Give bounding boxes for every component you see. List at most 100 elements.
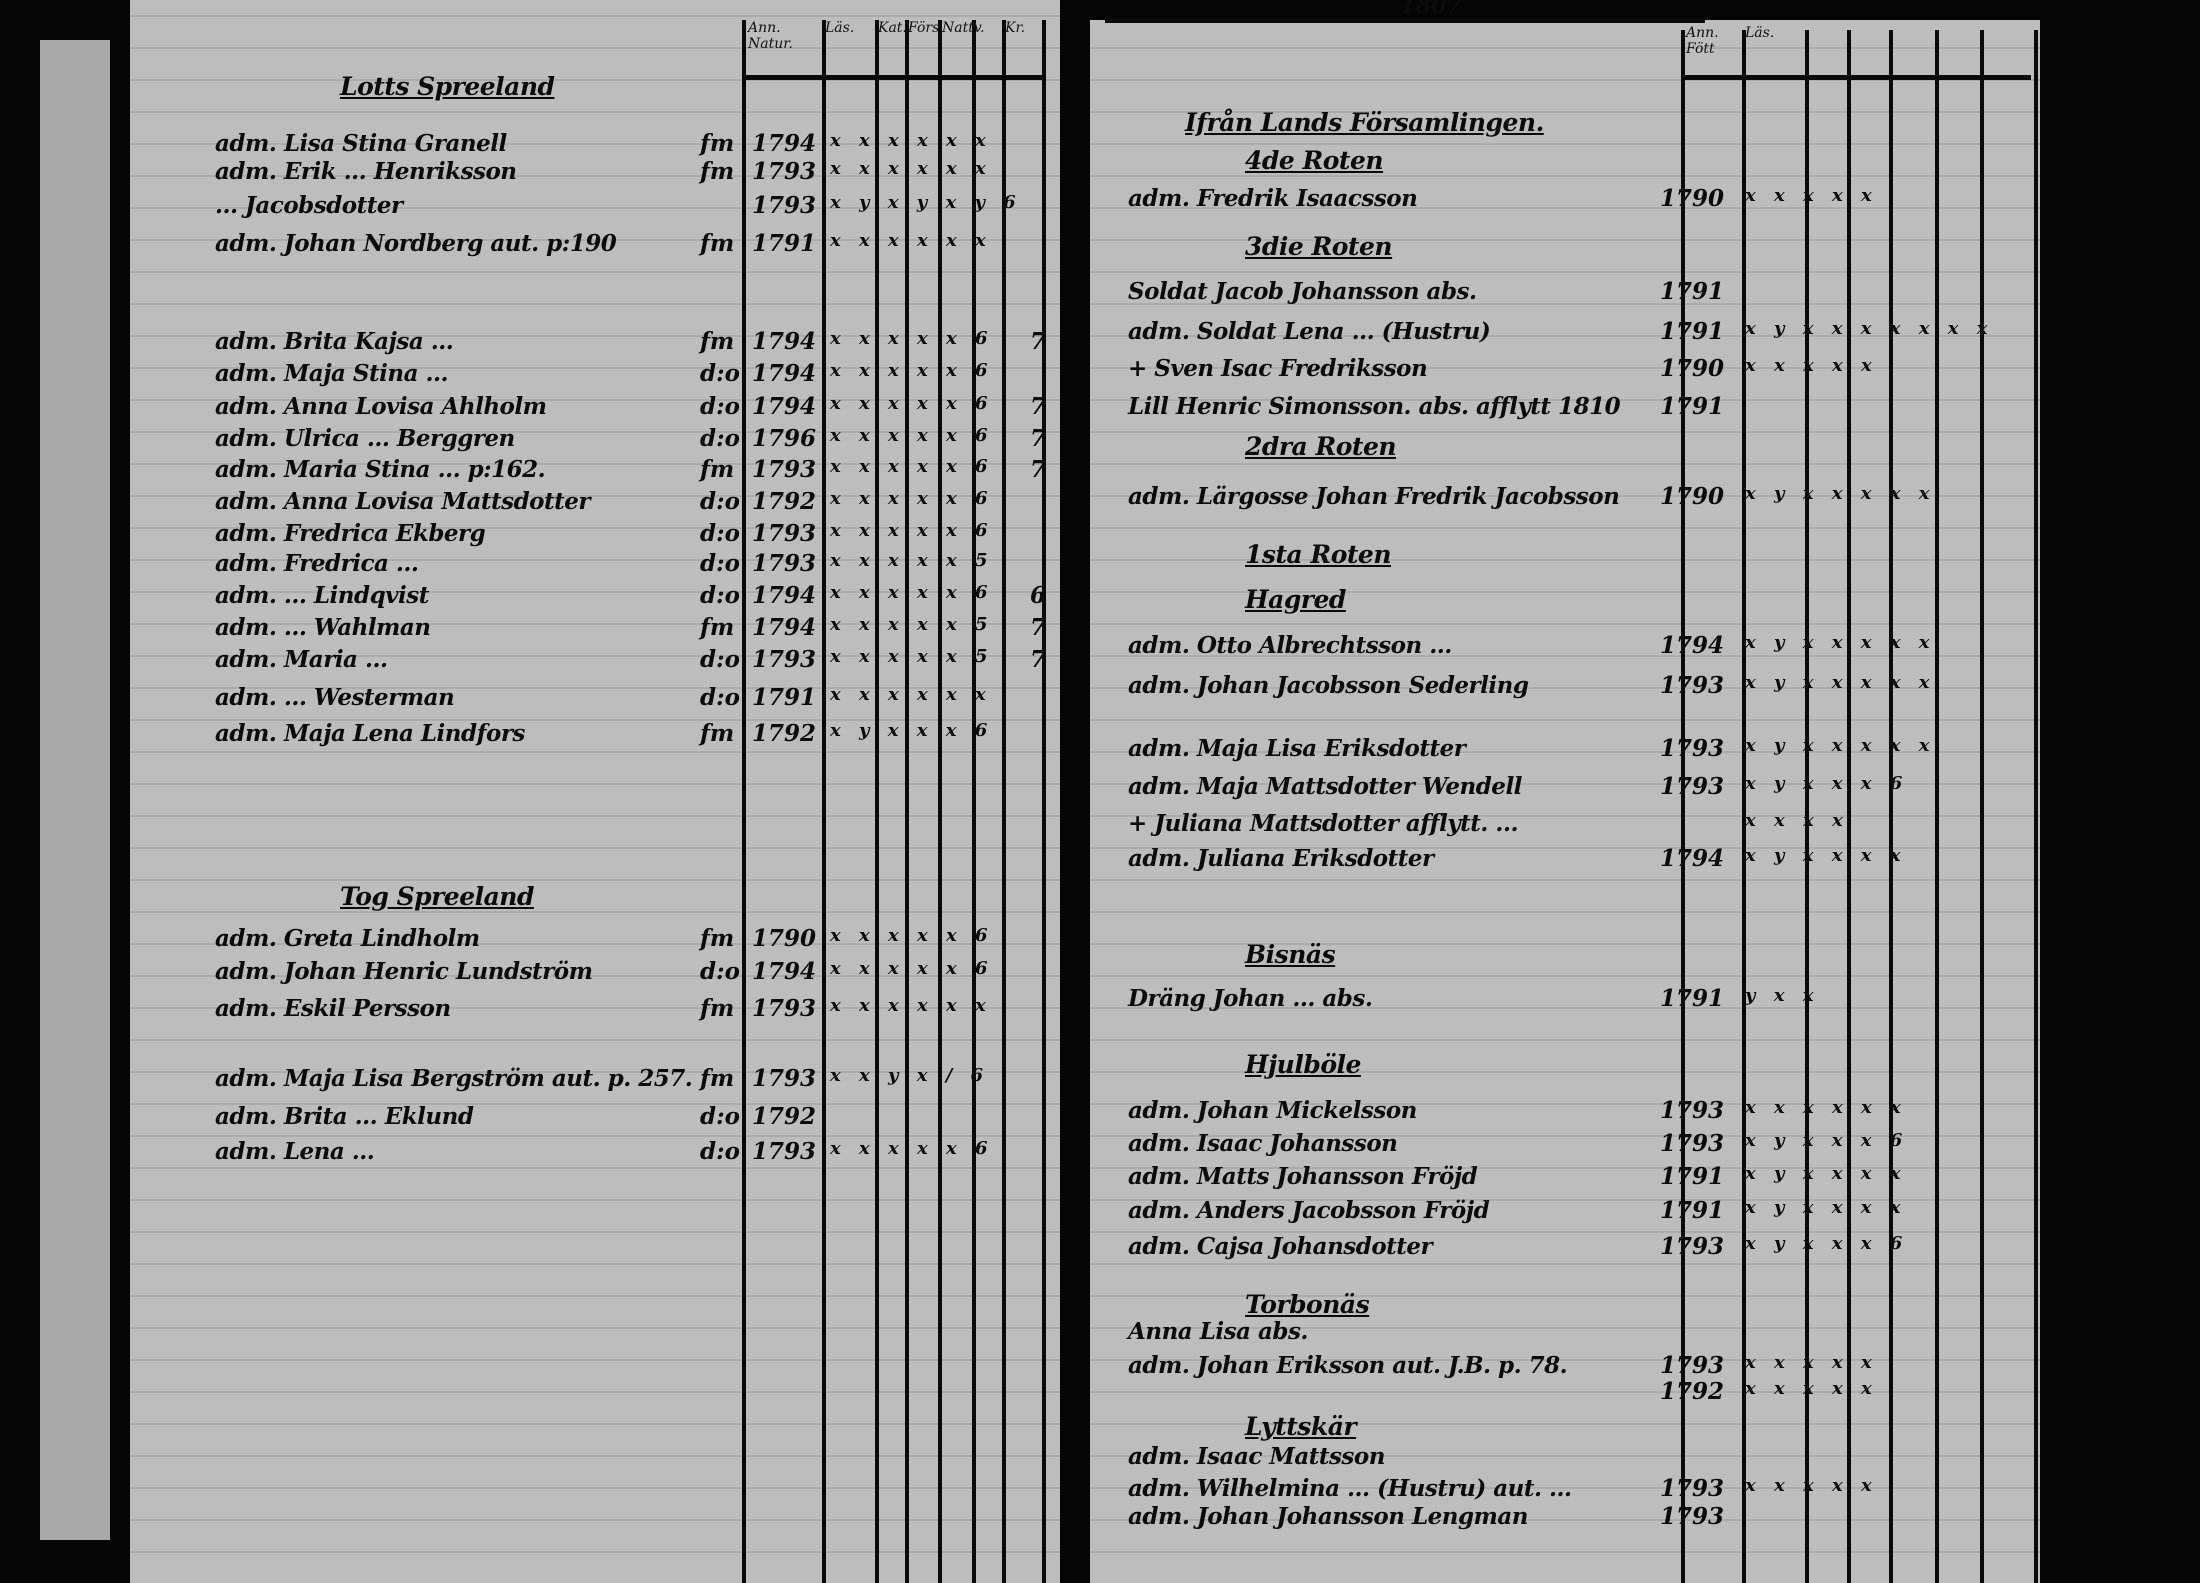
entry-mark: fm [700,995,735,1022]
entry-marks: x x x x x x [1745,1097,1907,1118]
entry-mark: fm [700,925,735,952]
page-title: Ifrån Lands Församlingen. [1185,108,1544,137]
entry-year: 1794 [1660,845,1725,872]
entry-mark: fm [700,130,735,157]
entry-extra: 7 [1030,456,1047,483]
entry-year: 1791 [1660,393,1725,420]
entry-mark: d:o [700,958,740,985]
section-heading: 2dra Roten [1245,432,1397,461]
entry-mark: fm [700,328,735,355]
entry-year: 1794 [752,328,817,355]
entry-marks: x x x x x [1745,1352,1878,1373]
entry-year: 1794 [752,360,817,387]
header-rule [742,75,1042,80]
entry-mark: d:o [700,425,740,452]
entry-marks: x y x x x x x [1745,632,1936,653]
entry-name: adm. Johan Henric Lundström [215,958,593,985]
column-line [938,20,942,1583]
entry-name: adm. Brita Kajsa ... [215,328,454,355]
entry-marks: x y x x x 6 [1745,1233,1909,1254]
entry-marks: x x x x x 6 [830,360,994,381]
entry-mark: d:o [700,360,740,387]
column-line [1980,30,1984,1583]
entry-name: adm. ... Lindqvist [215,582,429,609]
entry-year: 1793 [752,520,817,547]
entry-name: Anna Lisa abs. [1128,1318,1308,1345]
entry-mark: fm [700,1065,735,1092]
section-heading: Hagred [1245,585,1346,614]
entry-year: 1793 [1660,735,1725,762]
entry-name: + Juliana Mattsdotter afflytt. ... [1128,810,1518,837]
entry-mark: fm [700,614,735,641]
entry-name: adm. Isaac Johansson [1128,1130,1398,1157]
entry-name: adm. Wilhelmina ... (Hustru) aut. ... [1128,1475,1572,1502]
entry-marks: x y x y x y 6 [830,192,1022,213]
entry-marks: x x x x x 6 [830,1138,994,1159]
entry-year: 1793 [1660,1233,1725,1260]
entry-name: adm. Greta Lindholm [215,925,480,952]
entry-marks: x x x x x x [830,684,992,705]
entry-marks: x x x x x [1745,185,1878,206]
column-line [2034,30,2038,1583]
entry-marks: x x y x / 6 [830,1065,990,1086]
left-page-edge [40,40,110,1540]
top-rule [1105,18,1705,23]
entry-year: 1796 [752,425,817,452]
entry-name: adm. Brita ... Eklund [215,1103,474,1130]
section-heading: Lotts Spreeland [340,72,555,101]
entry-name: adm. Lärgosse Johan Fredrik Jacobsson [1128,483,1620,510]
entry-name: adm. ... Wahlman [215,614,431,641]
header-rule [1681,75,2031,80]
entry-marks: x x x x x x [830,130,992,151]
section-heading: Tog Spreeland [340,882,534,911]
column-line [1742,30,1746,1583]
entry-marks: x x x x x 6 [830,425,994,446]
entry-year: 1794 [752,614,817,641]
entry-name: ... Jacobsdotter [215,192,403,219]
entry-name: Dräng Johan ... abs. [1128,985,1373,1012]
entry-name: adm. Cajsa Johansdotter [1128,1233,1433,1260]
entry-marks: x x x x x 6 [830,582,994,603]
entry-year: 1793 [1660,1352,1725,1379]
entry-year: 1793 [752,192,817,219]
entry-name: adm. Maja Lena Lindfors [215,720,525,747]
entry-name: adm. Anna Lovisa Ahlholm [215,393,547,420]
entry-name: adm. Soldat Lena ... (Hustru) [1128,318,1491,345]
entry-extra: 7 [1030,328,1047,355]
entry-year: 1793 [1660,1503,1725,1530]
entry-extra: 7 [1030,646,1047,673]
column-line [1042,20,1046,1583]
entry-year: 1793 [752,646,817,673]
entry-name: adm. Erik ... Henriksson [215,158,517,185]
entry-year: 1794 [752,130,817,157]
entry-year: 1793 [752,456,817,483]
column-header: Kat. [878,20,907,36]
entry-name: adm. Johan Eriksson aut. J.B. p. 78. [1128,1352,1568,1379]
entry-year: 1793 [1660,773,1725,800]
entry-mark: fm [700,720,735,747]
entry-year: 1793 [752,1138,817,1165]
entry-name: adm. Lena ... [215,1138,375,1165]
entry-name: adm. Isaac Mattsson [1128,1443,1385,1470]
entry-mark: d:o [700,646,740,673]
entry-year: 1794 [752,582,817,609]
entry-year: 1793 [1660,1097,1725,1124]
entry-year: 1792 [752,720,817,747]
entry-name: adm. Anna Lovisa Mattsdotter [215,488,591,515]
section-heading: Torbonäs [1245,1290,1370,1319]
entry-name: Soldat Jacob Johansson abs. [1128,278,1477,305]
entry-mark: d:o [700,393,740,420]
column-line [875,20,879,1583]
entry-year: 1793 [752,995,817,1022]
entry-mark: d:o [700,488,740,515]
entry-name: adm. Johan Johansson Lengman [1128,1503,1529,1530]
entry-year: 1791 [752,684,817,711]
entry-name: adm. Matts Johansson Fröjd [1128,1163,1478,1190]
entry-marks: x y x x x 6 [1745,1130,1909,1151]
entry-marks: x y x x x 6 [1745,773,1909,794]
entry-marks: y x x [1745,985,1820,1006]
entry-marks: x x x x x 6 [830,488,994,509]
entry-name: adm. Maria Stina ... p:162. [215,456,546,483]
entry-year: 1793 [752,1065,817,1092]
